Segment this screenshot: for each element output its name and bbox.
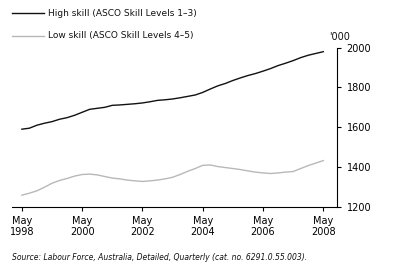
Text: High skill (ASCO Skill Levels 1–3): High skill (ASCO Skill Levels 1–3) xyxy=(48,9,197,18)
Text: '000: '000 xyxy=(329,32,350,42)
Text: Low skill (ASCO Skill Levels 4–5): Low skill (ASCO Skill Levels 4–5) xyxy=(48,31,193,40)
Text: Source: Labour Force, Australia, Detailed, Quarterly (cat. no. 6291.0.55.003).: Source: Labour Force, Australia, Detaile… xyxy=(12,253,307,262)
